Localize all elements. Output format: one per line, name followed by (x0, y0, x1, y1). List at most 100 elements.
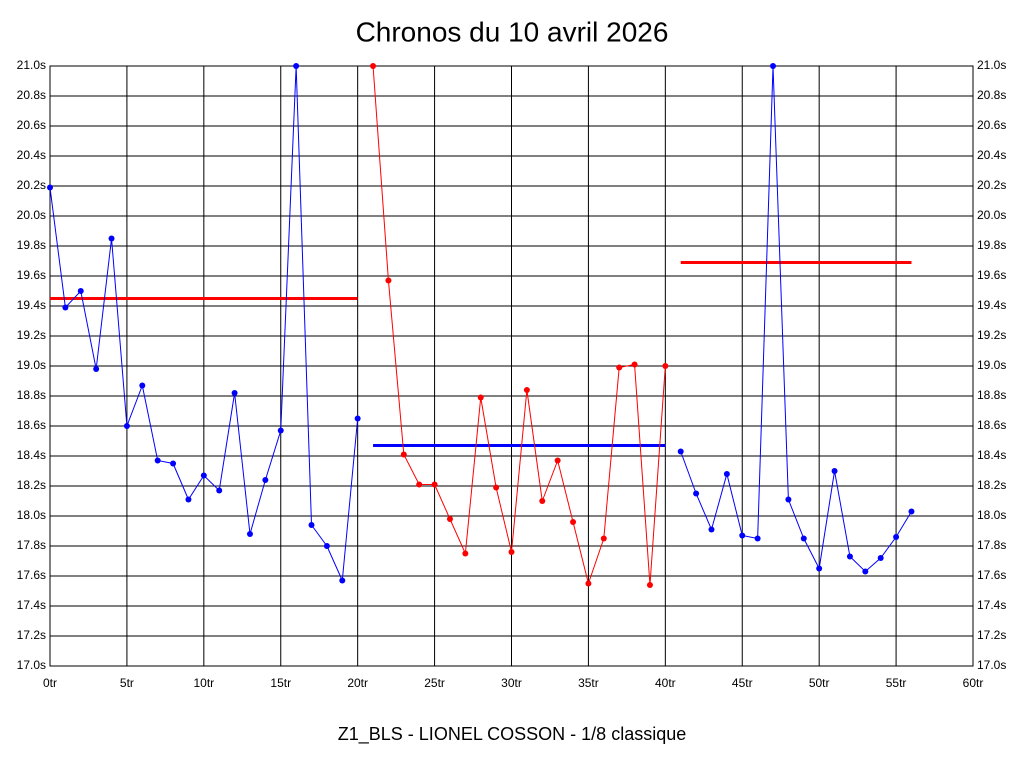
data-point (616, 364, 623, 371)
data-point (754, 535, 761, 542)
data-point (246, 531, 253, 537)
y-tick-label: 18.2s (17, 478, 46, 492)
x-axis-label: Z1_BLS - LIONEL COSSON - 1/8 classique (338, 724, 686, 745)
data-point (893, 534, 900, 540)
y-tick-label: 19.2s (17, 328, 46, 342)
y-tick-label: 18.0s (17, 508, 46, 522)
y-tick-label: 18.4s (17, 448, 46, 462)
data-point (585, 580, 592, 587)
data-point (693, 490, 700, 497)
x-tick-label: 45tr (732, 676, 753, 690)
y-tick-label: 19.4s (17, 298, 46, 312)
data-point (662, 363, 669, 369)
y-tick-label: 19.0s (17, 358, 46, 372)
data-point (831, 468, 838, 474)
data-point (477, 394, 484, 401)
data-point (123, 423, 130, 429)
y-tick-label: 20.6s (17, 118, 46, 132)
data-point (708, 526, 715, 533)
data-point (493, 484, 500, 491)
data-point (846, 553, 853, 560)
data-point (308, 522, 315, 528)
data-point (170, 460, 177, 467)
y2-tick-label: 18.4s (977, 448, 1006, 462)
data-point (154, 457, 161, 464)
data-point (47, 184, 53, 191)
y2-tick-label: 18.2s (977, 478, 1006, 492)
y2-tick-label: 19.0s (977, 358, 1006, 372)
y2-tick-label: 19.4s (977, 298, 1006, 312)
data-point (631, 361, 638, 368)
data-point (570, 519, 577, 525)
data-point (108, 235, 115, 242)
data-point (877, 555, 884, 561)
data-point (600, 535, 607, 542)
data-point (385, 277, 392, 284)
data-point (370, 63, 377, 69)
y2-tick-label: 17.8s (977, 538, 1006, 552)
y2-tick-label: 18.0s (977, 508, 1006, 522)
y2-tick-label: 18.6s (977, 418, 1006, 432)
data-point (723, 471, 730, 477)
x-tick-label: 30tr (501, 676, 522, 690)
y2-tick-label: 21.0s (977, 58, 1006, 72)
data-point (293, 63, 300, 69)
y2-tick-label: 20.2s (977, 178, 1006, 192)
y-tick-label: 17.4s (17, 598, 46, 612)
data-point (431, 481, 438, 488)
y-tick-label: 20.2s (17, 178, 46, 192)
y2-tick-label: 20.4s (977, 148, 1006, 162)
y2-tick-label: 19.2s (977, 328, 1006, 342)
y-tick-label: 18.8s (17, 388, 46, 402)
y2-tick-label: 19.6s (977, 268, 1006, 282)
y-tick-label: 19.6s (17, 268, 46, 282)
y-tick-label: 20.4s (17, 148, 46, 162)
x-tick-label: 20tr (347, 676, 368, 690)
data-point (339, 577, 346, 584)
data-point (262, 477, 269, 483)
plot-frame (49, 65, 974, 667)
data-point (785, 496, 792, 503)
y-tick-label: 20.0s (17, 208, 46, 222)
x-tick-label: 25tr (424, 676, 445, 690)
y2-tick-label: 17.4s (977, 598, 1006, 612)
x-tick-label: 60tr (963, 676, 984, 690)
data-point (216, 487, 223, 494)
data-point (462, 550, 469, 557)
data-point (354, 415, 361, 422)
data-point (908, 508, 915, 515)
x-tick-label: 35tr (578, 676, 599, 690)
data-point (77, 288, 84, 294)
x-tick-label: 50tr (809, 676, 830, 690)
data-point (400, 451, 407, 458)
y2-tick-label: 17.2s (977, 628, 1006, 642)
y-tick-label: 20.8s (17, 88, 46, 102)
data-point (446, 516, 453, 522)
data-point (277, 427, 284, 434)
data-point (677, 448, 684, 455)
x-tick-label: 15tr (270, 676, 291, 690)
data-point (862, 568, 869, 575)
y-tick-label: 19.8s (17, 238, 46, 252)
data-point (200, 472, 207, 479)
data-point (816, 565, 823, 572)
data-point (185, 496, 192, 503)
x-tick-label: 55tr (886, 676, 907, 690)
y-tick-label: 17.0s (17, 658, 46, 672)
x-tick-label: 40tr (655, 676, 676, 690)
y-tick-label: 21.0s (17, 58, 46, 72)
data-point (523, 387, 530, 393)
x-tick-label: 10tr (193, 676, 214, 690)
data-point (739, 532, 746, 539)
y2-tick-label: 20.0s (977, 208, 1006, 222)
y2-tick-label: 18.8s (977, 388, 1006, 402)
data-point (800, 535, 807, 542)
data-point (770, 63, 777, 69)
data-point (93, 366, 100, 372)
data-point (231, 390, 238, 396)
y2-tick-label: 20.6s (977, 118, 1006, 132)
y2-tick-label: 17.6s (977, 568, 1006, 582)
y2-tick-label: 20.8s (977, 88, 1006, 102)
